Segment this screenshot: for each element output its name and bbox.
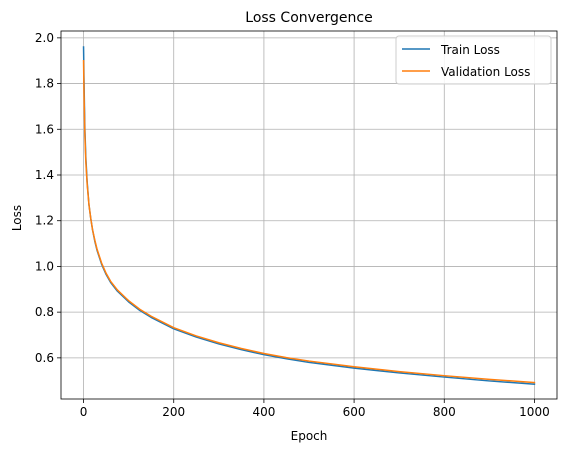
x-tick-label: 200 <box>162 405 185 419</box>
chart-title: Loss Convergence <box>245 10 372 26</box>
y-axis-label: Loss <box>10 205 24 231</box>
legend: Train Loss Validation Loss <box>395 35 552 85</box>
y-tick-label: 1.8 <box>35 77 54 91</box>
x-tick-label: 600 <box>343 405 366 419</box>
x-tick-label: 0 <box>80 405 88 419</box>
y-tick-label: 0.8 <box>35 305 54 319</box>
y-tick-label: 1.6 <box>35 122 54 136</box>
series-line-validation-loss <box>82 59 536 384</box>
legend-label-validation-loss: Validation Loss <box>441 65 530 79</box>
x-tick-label: 800 <box>433 405 456 419</box>
legend-box <box>395 35 552 85</box>
y-tick-label: 0.6 <box>35 351 54 365</box>
y-tick-label: 1.4 <box>35 168 54 182</box>
series-layer <box>82 46 536 385</box>
y-tick-label: 1.0 <box>35 259 54 273</box>
axes-frame <box>60 30 558 400</box>
x-tick-label: 1000 <box>519 405 550 419</box>
x-tick-label: 400 <box>252 405 275 419</box>
legend-label-train-loss: Train Loss <box>440 43 500 57</box>
x-axis-label: Epoch <box>291 429 328 443</box>
plot-area <box>61 31 557 399</box>
y-tick-label: 1.2 <box>35 214 54 228</box>
axis-ticks: 0 200 400 600 800 1000 0.6 0.8 1.0 1.2 1.4 1.6 1.8 2.… <box>35 31 550 419</box>
y-tick-label: 2.0 <box>35 31 54 45</box>
